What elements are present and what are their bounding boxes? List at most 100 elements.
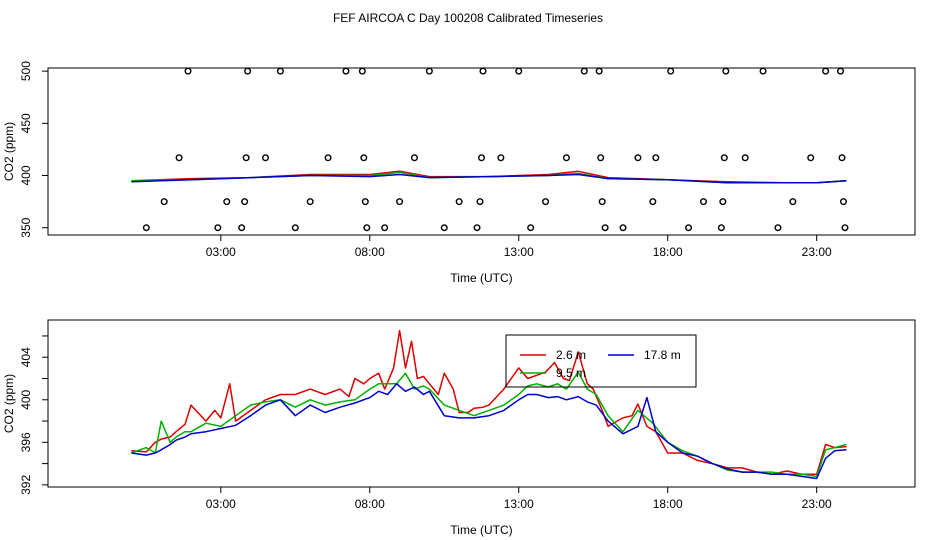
bottom-x-axis-label: Time (UTC) (450, 523, 512, 537)
data-point (396, 198, 404, 206)
x-tick-label: 08:00 (355, 497, 385, 511)
top-plot-marks (131, 67, 849, 232)
data-point (720, 154, 728, 162)
bottom-y-axis: 392 396 400 404 (19, 335, 48, 495)
y-tick-label: 400 (19, 165, 33, 185)
data-point (789, 198, 797, 206)
data-point (184, 67, 192, 75)
top-plot-frame (47, 67, 916, 236)
bottom-x-axis: 03:00 08:00 13:00 18:00 23:00 (206, 487, 832, 511)
data-point (837, 67, 845, 75)
data-point (476, 198, 484, 206)
data-point (361, 198, 369, 206)
data-point (774, 224, 782, 232)
data-point (425, 67, 433, 75)
data-point (667, 67, 675, 75)
data-point (160, 198, 168, 206)
series-line-17-8-m (131, 173, 847, 184)
y-tick-label: 400 (19, 389, 33, 409)
data-point (634, 154, 642, 162)
data-point (306, 198, 314, 206)
x-tick-label: 18:00 (653, 245, 683, 259)
data-point (699, 198, 707, 206)
data-point (841, 224, 849, 232)
data-point (175, 154, 183, 162)
data-point (455, 198, 463, 206)
data-point (527, 224, 535, 232)
data-point (759, 67, 767, 75)
data-point (822, 67, 830, 75)
data-point (261, 154, 269, 162)
data-point (562, 154, 570, 162)
data-point (291, 224, 299, 232)
data-point (410, 154, 418, 162)
data-point (719, 198, 727, 206)
series-line-2-6-m (131, 329, 847, 475)
bottom-panel: 03:00 08:00 13:00 18:00 23:00 392 396 400 404 T… (2, 319, 916, 537)
data-point (440, 224, 448, 232)
data-point (244, 67, 252, 75)
top-x-axis-label: Time (UTC) (450, 271, 512, 285)
data-point (598, 198, 606, 206)
data-point (601, 224, 609, 232)
x-tick-label: 03:00 (206, 245, 236, 259)
y-tick-label: 392 (19, 475, 33, 495)
top-panel: 03:00 08:00 13:00 18:00 23:00 350 400 450 500 T… (2, 61, 916, 285)
data-point (479, 67, 487, 75)
y-tick-label: 404 (19, 347, 33, 367)
data-point (223, 198, 231, 206)
data-point (542, 198, 550, 206)
data-point (478, 154, 486, 162)
x-tick-label: 23:00 (802, 497, 832, 511)
data-point (241, 198, 249, 206)
x-tick-label: 08:00 (355, 245, 385, 259)
data-point (595, 67, 603, 75)
data-point (717, 224, 725, 232)
legend-box (505, 334, 697, 388)
data-point (497, 154, 505, 162)
y-tick-label: 500 (19, 61, 33, 81)
y-tick-label: 450 (19, 113, 33, 133)
figure-title: FEF AIRCOA C Day 100208 Calibrated Times… (333, 11, 603, 25)
data-point (807, 154, 815, 162)
data-point (242, 154, 250, 162)
bottom-y-axis-label: CO2 (ppm) (2, 374, 16, 433)
x-tick-label: 18:00 (653, 497, 683, 511)
top-y-axis: 350 400 450 500 (19, 61, 48, 238)
data-point (214, 224, 222, 232)
data-point (358, 67, 366, 75)
legend-label: 17.8 m (644, 348, 681, 362)
data-point (741, 154, 749, 162)
y-tick-label: 396 (19, 432, 33, 452)
data-point (515, 67, 523, 75)
data-point (649, 198, 657, 206)
data-point (619, 224, 627, 232)
data-point (838, 154, 846, 162)
top-x-axis: 03:00 08:00 13:00 18:00 23:00 (206, 235, 832, 259)
legend: 2.6 m 17.8 m 9.5 m (505, 334, 697, 388)
bottom-plot-frame (47, 319, 916, 488)
data-point (276, 67, 284, 75)
series-line-17-8-m (131, 383, 847, 480)
data-point (324, 154, 332, 162)
data-point (652, 154, 660, 162)
bottom-plot-marks (131, 329, 847, 480)
data-point (473, 224, 481, 232)
data-point (722, 67, 730, 75)
x-tick-label: 13:00 (504, 245, 534, 259)
data-point (580, 67, 588, 75)
legend-label: 2.6 m (556, 348, 586, 362)
data-point (381, 224, 389, 232)
legend-label: 9.5 m (556, 366, 586, 380)
x-tick-label: 13:00 (504, 497, 534, 511)
data-point (685, 224, 693, 232)
x-tick-label: 23:00 (802, 245, 832, 259)
data-point (363, 224, 371, 232)
data-point (839, 198, 847, 206)
data-point (238, 224, 246, 232)
data-point (597, 154, 605, 162)
x-tick-label: 03:00 (206, 497, 236, 511)
top-y-axis-label: CO2 (ppm) (2, 122, 16, 181)
data-point (342, 67, 350, 75)
